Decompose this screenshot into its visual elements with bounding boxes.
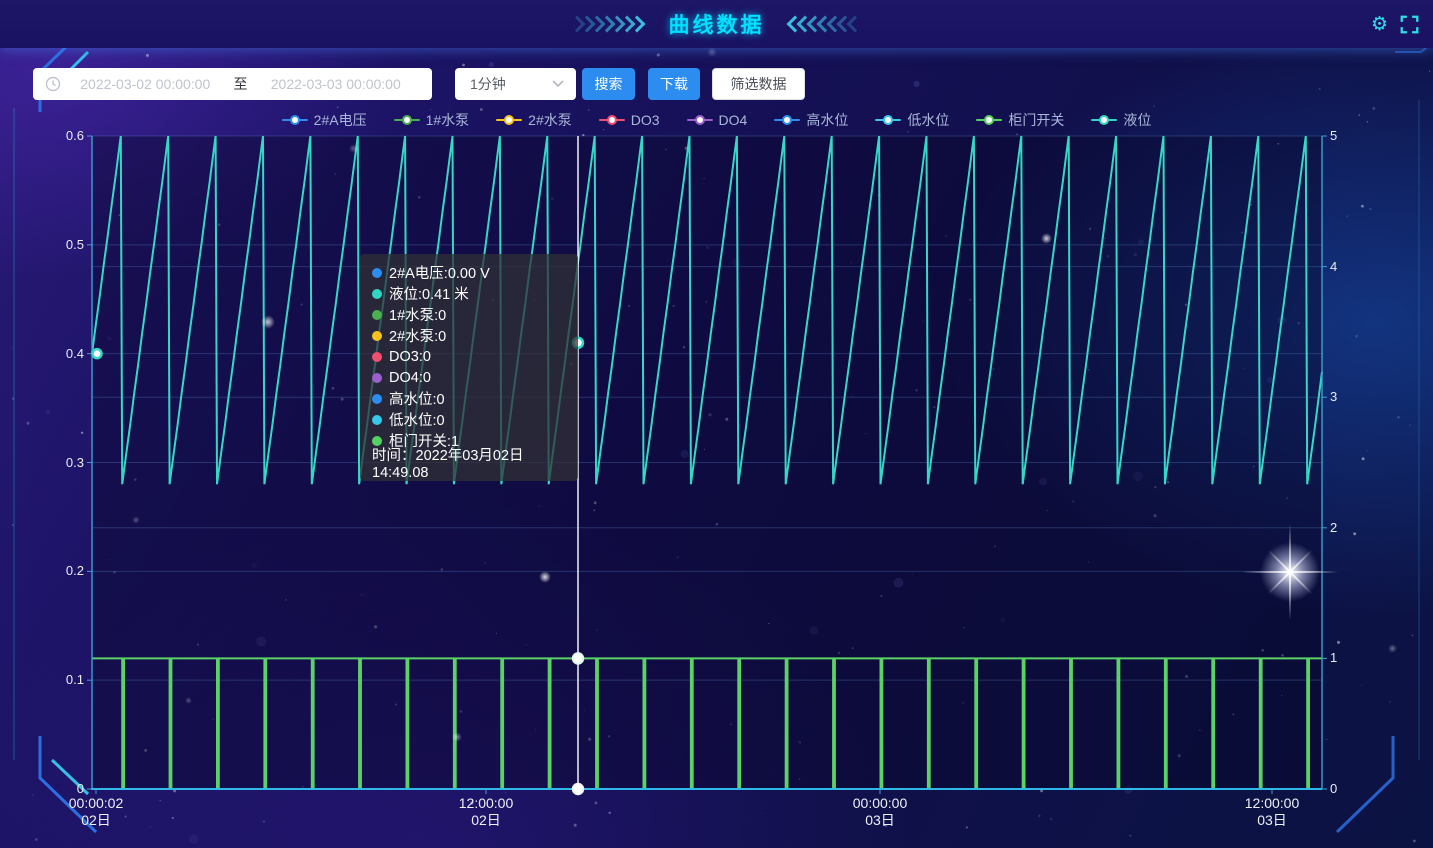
series-color-dot (372, 310, 382, 320)
legend-item-1#水泵[interactable]: 1#水泵 (394, 110, 470, 130)
tooltip-row: 2#水泵:0 (372, 325, 566, 346)
interval-select[interactable]: 1分钟 (455, 68, 576, 100)
legend-marker (875, 115, 901, 125)
y-axis-left-label: 0.3 (34, 455, 84, 470)
legend-label: 2#A电压 (314, 110, 367, 130)
series-color-dot (372, 394, 382, 404)
legend-marker (599, 115, 625, 125)
legend-item-2#A电压[interactable]: 2#A电压 (282, 110, 367, 130)
right-chevrons-decor (791, 18, 861, 30)
tooltip-row: 液位:0.41 米 (372, 283, 566, 304)
plot-area (87, 136, 1327, 794)
left-chevrons-decor (573, 18, 643, 30)
series-color-dot (372, 289, 382, 299)
chart-legend: 2#A电压 1#水泵 2#水泵 DO3 DO4 高水位 低水位 柜门开关 液位 (0, 110, 1433, 130)
download-button[interactable]: 下载 (648, 68, 700, 100)
series-color-dot (372, 268, 382, 278)
legend-item-高水位[interactable]: 高水位 (774, 110, 848, 130)
legend-marker (687, 115, 713, 125)
x-axis-label: 12:00:0002日 (459, 795, 514, 829)
tooltip-row: 高水位:0 (372, 388, 566, 409)
fullscreen-icon[interactable] (1400, 15, 1419, 34)
date-range-picker[interactable]: 至 (33, 68, 432, 100)
y-axis-left-label: 0 (34, 781, 84, 796)
series-color-dot (372, 331, 382, 341)
cursor-marker-dot (573, 653, 583, 663)
title-wrap: 曲线数据 (573, 9, 861, 39)
legend-item-低水位[interactable]: 低水位 (875, 110, 949, 130)
interval-select-value: 1分钟 (470, 74, 506, 94)
chart-tooltip: 2#A电压:0.00 V液位:0.41 米1#水泵:02#水泵:0DO3:0DO… (360, 254, 578, 481)
y-axis-left-label: 0.5 (34, 237, 84, 252)
legend-item-2#水泵[interactable]: 2#水泵 (496, 110, 572, 130)
series-start-marker (93, 349, 102, 358)
series-color-dot (372, 415, 382, 425)
legend-marker (496, 115, 522, 125)
legend-marker (774, 115, 800, 125)
legend-label: DO4 (719, 112, 748, 128)
y-axis-right-label: 4 (1330, 259, 1337, 274)
legend-item-DO4[interactable]: DO4 (687, 110, 748, 130)
legend-label: 低水位 (907, 110, 949, 130)
search-button[interactable]: 搜索 (582, 68, 635, 100)
clock-icon (45, 76, 61, 92)
date-end-input[interactable] (252, 75, 421, 93)
x-axis-label: 12:00:0003日 (1245, 795, 1300, 829)
cursor-marker-dot (573, 784, 583, 794)
tooltip-row: 1#水泵:0 (372, 304, 566, 325)
tooltip-row: 2#A电压:0.00 V (372, 262, 566, 283)
y-axis-left-label: 0.2 (34, 563, 84, 578)
legend-label: 柜门开关 (1008, 110, 1064, 130)
x-axis-label: 00:00:0202日 (69, 795, 124, 829)
series-color-dot (372, 352, 382, 362)
x-axis-label: 00:00:0003日 (853, 795, 908, 829)
chevron-down-icon (552, 80, 564, 88)
legend-item-DO3[interactable]: DO3 (599, 110, 660, 130)
tooltip-row: DO4:0 (372, 367, 566, 388)
y-axis-left-label: 0.6 (34, 128, 84, 143)
y-axis-right-label: 2 (1330, 520, 1337, 535)
legend-item-液位[interactable]: 液位 (1091, 110, 1151, 130)
legend-label: 1#水泵 (426, 110, 470, 130)
tooltip-time: 时间：2022年03月02日 14:49.08 (372, 451, 566, 473)
legend-item-柜门开关[interactable]: 柜门开关 (976, 110, 1064, 130)
legend-label: 高水位 (806, 110, 848, 130)
y-axis-right-label: 5 (1330, 128, 1337, 143)
toolbar: 至 1分钟 搜索 下载 筛选数据 (0, 68, 1433, 100)
filter-data-button[interactable]: 筛选数据 (712, 68, 805, 100)
tooltip-row: 低水位:0 (372, 409, 566, 430)
legend-marker (1091, 115, 1117, 125)
legend-marker (282, 115, 308, 125)
y-axis-right-label: 0 (1330, 781, 1337, 796)
legend-marker (976, 115, 1002, 125)
settings-gear-icon[interactable]: ⚙ (1371, 15, 1388, 34)
page-title: 曲线数据 (669, 9, 765, 39)
y-axis-left-label: 0.1 (34, 672, 84, 687)
legend-label: DO3 (631, 112, 660, 128)
legend-label: 液位 (1123, 110, 1151, 130)
date-separator: 至 (230, 74, 252, 94)
legend-marker (394, 115, 420, 125)
tooltip-row: DO3:0 (372, 346, 566, 367)
date-start-input[interactable] (61, 75, 230, 93)
y-axis-left-label: 0.4 (34, 346, 84, 361)
series-color-dot (372, 373, 382, 383)
header-bar: 曲线数据 ⚙ (0, 0, 1433, 48)
legend-label: 2#水泵 (528, 110, 572, 130)
curve-data-page: 曲线数据 ⚙ 至 1分钟 搜索 下载 筛选数据 (0, 0, 1433, 848)
y-axis-right-label: 3 (1330, 389, 1337, 404)
y-axis-right-label: 1 (1330, 650, 1337, 665)
